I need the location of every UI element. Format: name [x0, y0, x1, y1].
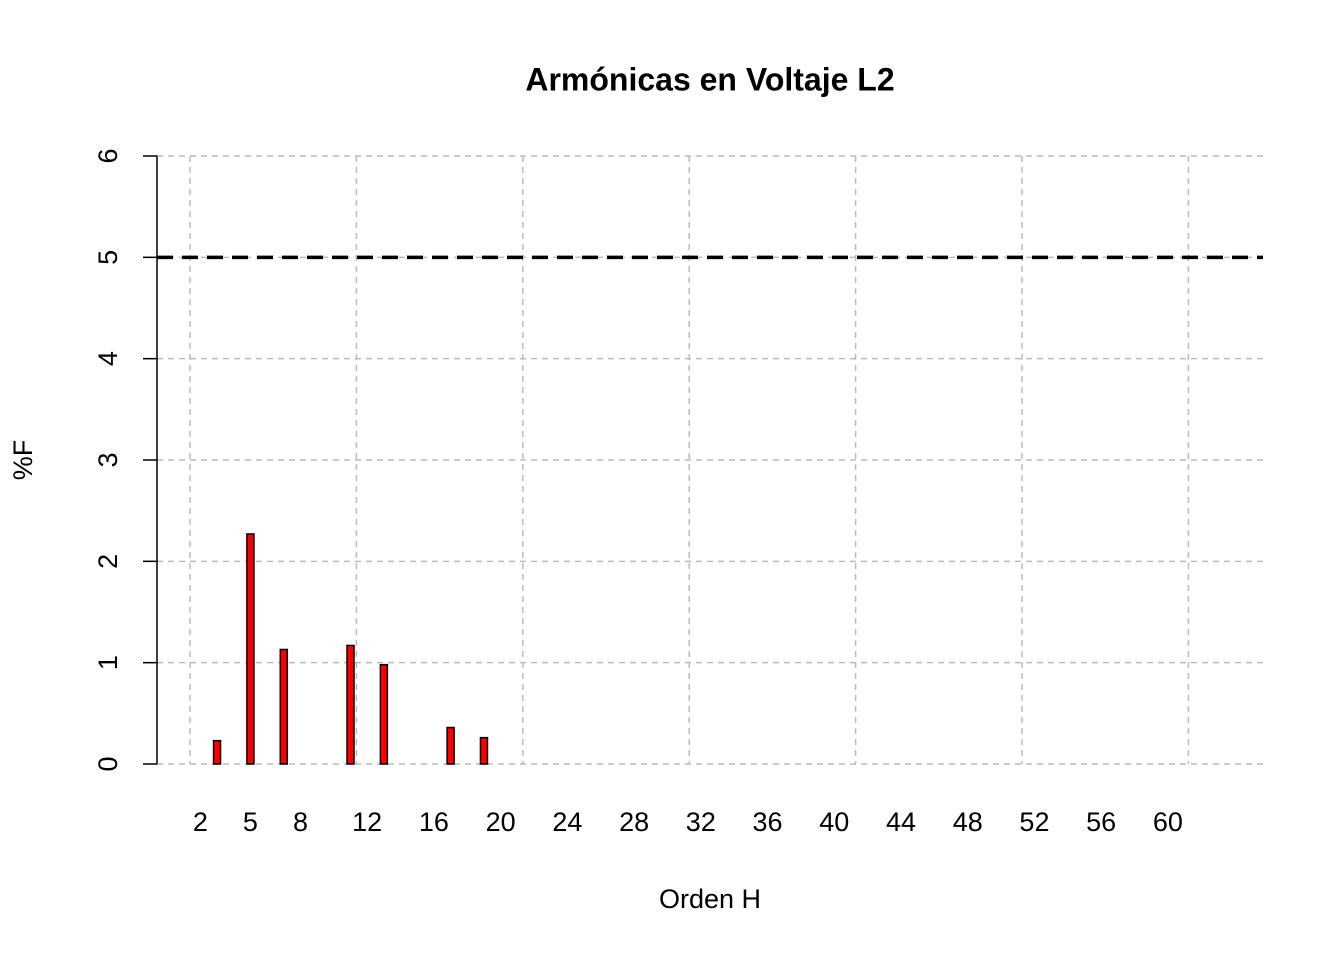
bar	[479, 736, 489, 765]
x-tick-label: 28	[619, 807, 649, 837]
bar	[246, 533, 255, 765]
x-tick-label: 40	[819, 807, 849, 837]
x-axis-label: Orden H	[659, 884, 761, 914]
y-tick-label: 2	[93, 554, 123, 569]
y-tick-label: 4	[93, 351, 123, 366]
y-axis-label: %F	[8, 440, 38, 481]
x-tick-label: 32	[686, 807, 716, 837]
x-tick-label: 36	[753, 807, 783, 837]
x-tick-label: 20	[486, 807, 516, 837]
x-tick-label: 60	[1153, 807, 1183, 837]
x-tick-label: 52	[1019, 807, 1049, 837]
bar	[212, 739, 222, 765]
x-tick-label: 8	[293, 807, 308, 837]
x-tick-label: 48	[953, 807, 983, 837]
y-tick-label: 3	[93, 452, 123, 467]
x-tick-label: 12	[352, 807, 382, 837]
bar	[379, 663, 389, 765]
chart-title: Armónicas en Voltaje L2	[525, 61, 894, 97]
bar	[346, 644, 355, 765]
y-tick-label: 1	[93, 655, 123, 670]
x-tick-label: 44	[886, 807, 916, 837]
bar	[446, 726, 455, 765]
x-tick-label: 2	[193, 807, 208, 837]
x-tick-label: 16	[419, 807, 449, 837]
x-tick-label: 24	[552, 807, 582, 837]
x-tick-label: 56	[1086, 807, 1116, 837]
bar	[279, 648, 289, 765]
y-tick-label: 6	[93, 148, 123, 163]
x-tick-label: 5	[243, 807, 258, 837]
y-tick-label: 0	[93, 756, 123, 771]
y-tick-label: 5	[93, 250, 123, 265]
